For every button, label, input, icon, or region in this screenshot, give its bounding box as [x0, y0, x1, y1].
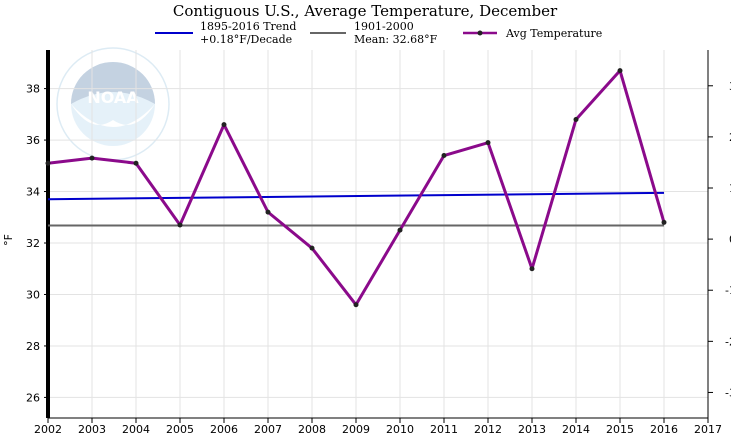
- y-tick-label: 32: [26, 237, 40, 250]
- legend-trend-line1: 1895-2016 Trend: [200, 20, 296, 33]
- legend: 1895-2016 Trend +0.18°F/Decade 1901-2000…: [155, 20, 602, 46]
- series: [45, 68, 667, 308]
- legend-trend-line2: +0.18°F/Decade: [200, 33, 292, 46]
- x-tick-label: 2013: [518, 423, 546, 436]
- avg-temperature-point: [89, 155, 95, 161]
- avg-temperature-point: [441, 153, 447, 159]
- y2-tick-label: 2: [729, 131, 731, 144]
- trend-line: [47, 191, 665, 201]
- noaa-logo-text: NOAA: [87, 88, 139, 107]
- axes: [44, 50, 713, 423]
- y-tick-label: 26: [26, 391, 40, 404]
- x-tick-label: 2012: [474, 423, 502, 436]
- legend-avg-marker: [477, 30, 483, 36]
- x-tick-label: 2010: [386, 423, 414, 436]
- x-tick-label: 2009: [342, 423, 370, 436]
- x-tick-label: 2005: [166, 423, 194, 436]
- avg-temperature-point: [309, 245, 315, 251]
- avg-temperature-point: [221, 122, 227, 128]
- legend-mean-line2: Mean: 32.68°F: [354, 33, 438, 46]
- y-tick-label: 28: [26, 340, 40, 353]
- legend-mean-line1: 1901-2000: [354, 20, 414, 33]
- x-tick-label: 2002: [34, 423, 62, 436]
- x-tick-label: 2016: [650, 423, 678, 436]
- avg-temperature-point: [573, 116, 579, 122]
- grid: [47, 50, 709, 418]
- y2-tick-label: 3: [729, 80, 731, 93]
- avg-temperature-point: [45, 160, 51, 166]
- x-tick-label: 2007: [254, 423, 282, 436]
- avg-temperature-point: [177, 222, 183, 228]
- x-tick-label: 2008: [298, 423, 326, 436]
- y-axis-label: °F: [2, 234, 15, 246]
- x-tick-label: 2004: [122, 423, 150, 436]
- tick-labels: 2002 2003 2004 2005 2006 2007 2008 2009 2010 2011…: [26, 80, 731, 436]
- x-tick-label: 2003: [78, 423, 106, 436]
- noaa-logo: NOAA: [56, 47, 170, 161]
- chart-title: Contiguous U.S., Average Temperature, De…: [173, 2, 558, 20]
- avg-temperature-point: [529, 266, 535, 272]
- avg-temperature-point: [661, 219, 667, 225]
- y-tick-label: 36: [26, 134, 40, 147]
- avg-temperature-point: [617, 68, 623, 74]
- avg-temperature-point: [133, 160, 139, 166]
- x-tick-label: 2011: [430, 423, 458, 436]
- y-tick-label: 34: [26, 186, 40, 199]
- avg-temperature-point: [485, 140, 491, 146]
- avg-temperature-point: [353, 302, 359, 308]
- x-tick-label: 2015: [606, 423, 634, 436]
- y2-tick-label: -1: [725, 284, 731, 297]
- avg-temperature-point: [397, 227, 403, 233]
- y2-tick-label: -3: [725, 386, 731, 399]
- y2-tick-label: 0: [729, 233, 731, 246]
- y-tick-label: 38: [26, 83, 40, 96]
- reference-lines: [47, 191, 665, 227]
- x-tick-label: 2014: [562, 423, 590, 436]
- y2-tick-label: -2: [725, 335, 731, 348]
- y-tick-label: 30: [26, 288, 40, 301]
- avg-temperature-point: [265, 209, 271, 215]
- y2-tick-label: 1: [729, 182, 731, 195]
- legend-avg-label: Avg Temperature: [505, 27, 602, 40]
- x-tick-label: 2017: [694, 423, 722, 436]
- x-tick-label: 2006: [210, 423, 238, 436]
